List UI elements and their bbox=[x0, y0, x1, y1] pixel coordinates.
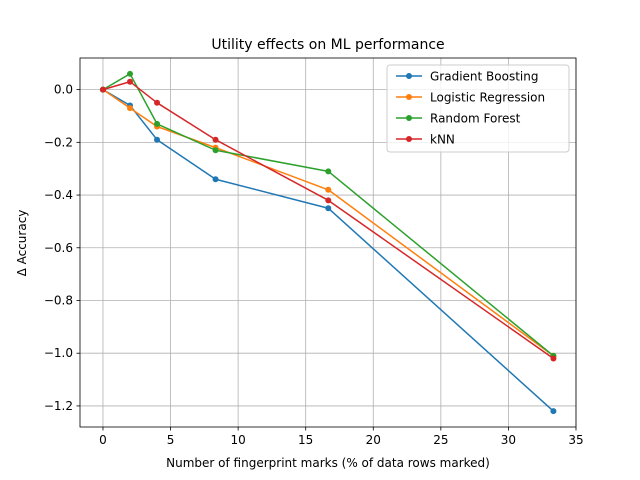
data-point-random-forest bbox=[325, 168, 332, 175]
x-tick-label: 20 bbox=[366, 433, 381, 447]
data-point-random-forest bbox=[154, 120, 161, 127]
data-point-knn bbox=[99, 86, 106, 93]
x-tick-label: 15 bbox=[298, 433, 313, 447]
data-point-gradient-boosting bbox=[325, 205, 332, 212]
legend: Gradient Boosting Logistic Regression Rand… bbox=[386, 64, 570, 153]
x-tick-label: 25 bbox=[433, 433, 448, 447]
chart-title: Utility effects on ML performance bbox=[211, 37, 444, 53]
data-point-gradient-boosting bbox=[550, 408, 557, 415]
series-line-random-forest bbox=[102, 73, 554, 357]
series-line-knn bbox=[102, 80, 554, 360]
data-point-gradient-boosting bbox=[154, 136, 161, 143]
y-tick-label: −0.6 bbox=[44, 241, 73, 255]
data-point-knn bbox=[212, 136, 219, 143]
ticks: 0 5 10 15 20 25 30 35 0.0 −0.2 −0.4 −0.6 −0.8 −1.0 −1.… bbox=[44, 83, 584, 447]
data-point-knn bbox=[154, 99, 161, 106]
x-tick-label: 30 bbox=[501, 433, 516, 447]
x-tick-label: 10 bbox=[230, 433, 245, 447]
data-point-logistic-regression bbox=[127, 105, 134, 112]
data-point-knn bbox=[550, 355, 557, 362]
x-tick-label: 35 bbox=[568, 433, 583, 447]
data-point-gradient-boosting bbox=[212, 176, 219, 183]
y-tick-label: −1.2 bbox=[44, 399, 73, 413]
series-knn bbox=[99, 78, 557, 362]
data-point-knn bbox=[127, 78, 134, 85]
legend-marker bbox=[406, 136, 412, 142]
y-tick-label: −0.4 bbox=[44, 188, 73, 202]
y-axis-label: Δ Accuracy bbox=[15, 210, 29, 277]
series-layer bbox=[99, 70, 557, 415]
legend-label: kNN bbox=[430, 133, 455, 147]
y-tick-label: 0.0 bbox=[54, 83, 73, 97]
x-tick-label: 5 bbox=[167, 433, 175, 447]
data-point-knn bbox=[325, 197, 332, 204]
series-line-gradient-boosting bbox=[102, 88, 554, 412]
y-tick-label: −0.2 bbox=[44, 135, 73, 149]
plot-frame bbox=[79, 57, 577, 428]
legend-label: Gradient Boosting bbox=[430, 70, 538, 84]
legend-marker bbox=[406, 115, 412, 121]
y-tick-label: −1.0 bbox=[44, 346, 73, 360]
legend-box bbox=[386, 64, 570, 153]
legend-marker bbox=[406, 73, 412, 79]
data-point-logistic-regression bbox=[325, 186, 332, 193]
data-point-random-forest bbox=[212, 147, 219, 154]
data-point-random-forest bbox=[127, 70, 134, 77]
y-tick-label: −0.8 bbox=[44, 293, 73, 307]
x-tick-label: 0 bbox=[99, 433, 107, 447]
legend-marker bbox=[406, 94, 412, 100]
legend-label: Logistic Regression bbox=[430, 91, 545, 105]
x-axis-label: Number of fingerprint marks (% of data r… bbox=[166, 456, 490, 470]
legend-label: Random Forest bbox=[430, 112, 521, 126]
